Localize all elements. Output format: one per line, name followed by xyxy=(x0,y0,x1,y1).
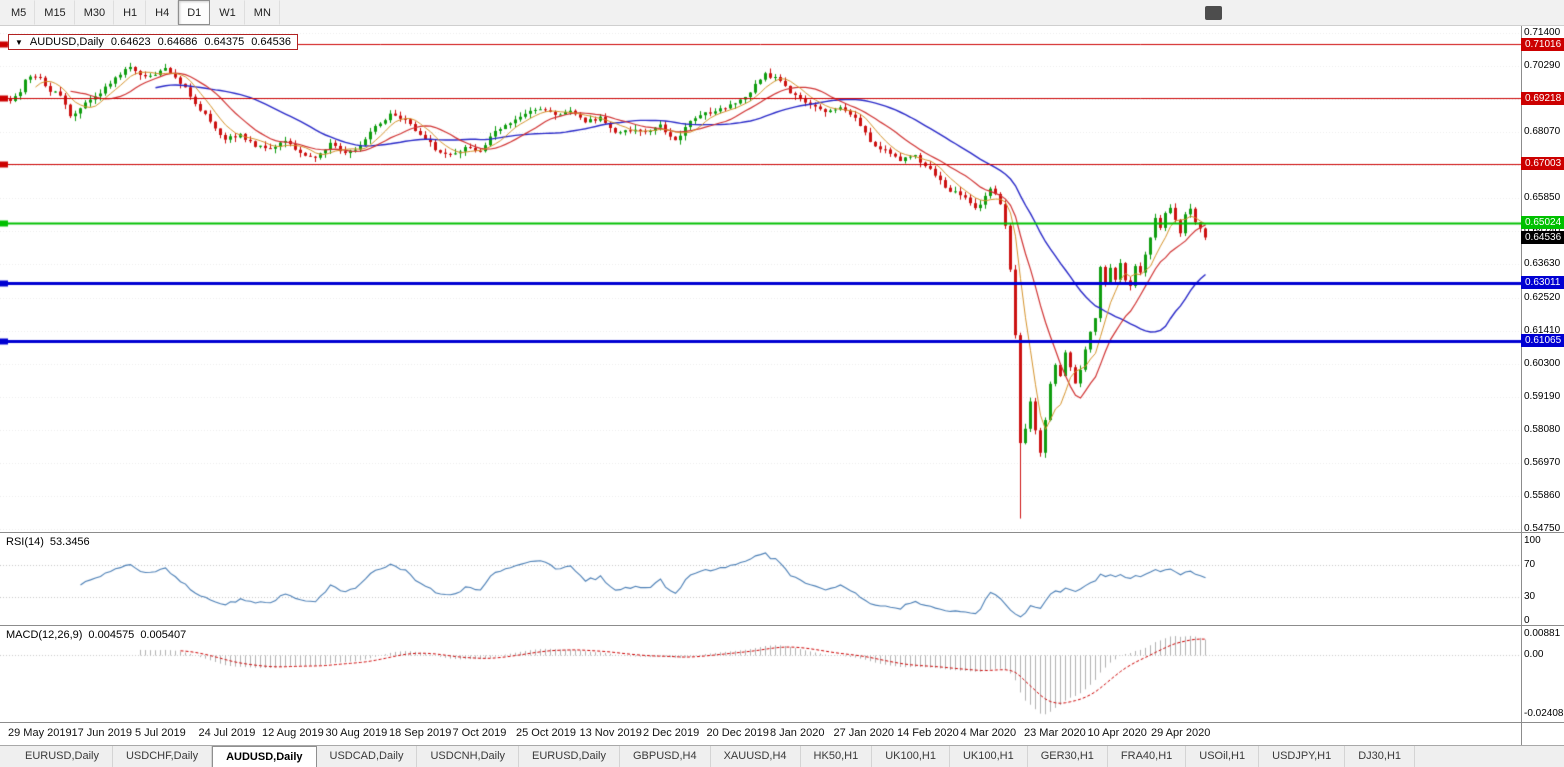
symbol-info-box[interactable]: ▼ AUDUSD,Daily 0.64623 0.64686 0.64375 0… xyxy=(8,34,298,50)
chart-tab-usdchf-daily[interactable]: USDCHF,Daily xyxy=(113,746,213,767)
hline-price-badge[interactable]: 0.65024 xyxy=(1521,216,1564,229)
date-label: 10 Apr 2020 xyxy=(1087,727,1147,739)
chart-tab-dj30-h1[interactable]: DJ30,H1 xyxy=(1345,746,1416,767)
hline-price-badge[interactable]: 0.69218 xyxy=(1521,92,1564,105)
timeframe-button-h1[interactable]: H1 xyxy=(114,0,147,25)
date-label: 23 Mar 2020 xyxy=(1024,727,1086,739)
timeframe-button-m30[interactable]: M30 xyxy=(75,0,115,25)
macd-axis-label: 0.00 xyxy=(1524,649,1544,660)
chart-tab-usdcad-daily[interactable]: USDCAD,Daily xyxy=(317,746,418,767)
macd-signal-value: 0.005407 xyxy=(140,629,187,641)
panel-separator[interactable] xyxy=(0,722,1564,723)
macd-axis-label: 0.00881 xyxy=(1524,628,1561,639)
price-axis-label: 0.54750 xyxy=(1524,523,1561,534)
price-axis-label: 0.59190 xyxy=(1524,391,1561,402)
chart-tab-uk100-h1[interactable]: UK100,H1 xyxy=(872,746,950,767)
date-label: 27 Jan 2020 xyxy=(833,727,895,739)
ohlc-high: 0.64686 xyxy=(157,36,198,48)
hline-price-badge[interactable]: 0.71016 xyxy=(1521,38,1564,51)
ohlc-open: 0.64623 xyxy=(110,36,151,48)
price-axis-label: 0.56970 xyxy=(1524,457,1561,468)
hline-price-badge[interactable]: 0.67003 xyxy=(1521,157,1564,170)
hline-price-badge[interactable]: 0.63011 xyxy=(1521,276,1564,289)
price-axis-label: 0.58080 xyxy=(1524,424,1561,435)
macd-axis-label: -0.02408 xyxy=(1524,708,1564,719)
current-price-badge: 0.64536 xyxy=(1521,231,1564,244)
ohlc-low: 0.64375 xyxy=(204,36,245,48)
timeframe-button-w1[interactable]: W1 xyxy=(210,0,245,25)
macd-indicator-name: MACD(12,26,9) xyxy=(6,629,83,641)
chart-tab-bar: EURUSD,Daily USDCHF,Daily AUDUSD,Daily USDC… xyxy=(0,745,1564,767)
symbol-title: AUDUSD,Daily xyxy=(29,36,104,48)
date-label: 5 Jul 2019 xyxy=(135,727,186,739)
chart-tab-usdcnh-daily[interactable]: USDCNH,Daily xyxy=(417,746,520,767)
price-axis-label: 0.71400 xyxy=(1524,27,1561,38)
rsi-axis-label: 70 xyxy=(1524,559,1536,570)
chart-tab-ger30-h1[interactable]: GER30,H1 xyxy=(1028,746,1108,767)
rsi-axis-label: 30 xyxy=(1524,591,1536,602)
timeframe-button-m15[interactable]: M15 xyxy=(35,0,75,25)
price-axis-label: 0.61410 xyxy=(1524,325,1561,336)
date-label: 24 Jul 2019 xyxy=(198,727,256,739)
price-axis-label: 0.63630 xyxy=(1524,258,1561,269)
price-axis-label: 0.60300 xyxy=(1524,358,1561,369)
rsi-indicator-value: 53.3456 xyxy=(49,536,90,548)
chart-tab-usdjpy-h1[interactable]: USDJPY,H1 xyxy=(1259,746,1346,767)
date-label: 29 Apr 2020 xyxy=(1151,727,1211,739)
price-axis-label: 0.64740 xyxy=(1524,225,1560,237)
date-label: 7 Oct 2019 xyxy=(452,727,507,739)
macd-main-value: 0.004575 xyxy=(88,629,135,641)
chart-tab-xauusd-h4[interactable]: XAUUSD,H4 xyxy=(711,746,801,767)
timeframe-button-m5[interactable]: M5 xyxy=(2,0,36,25)
hline-price-badge[interactable]: 0.61065 xyxy=(1521,334,1564,347)
panel-separator[interactable] xyxy=(0,532,1564,533)
date-label: 13 Nov 2019 xyxy=(579,727,642,739)
rsi-indicator-name: RSI(14) xyxy=(6,536,44,548)
date-label: 8 Jan 2020 xyxy=(770,727,825,739)
chart-tab-eurusd-daily[interactable]: EURUSD,Daily xyxy=(12,746,113,767)
date-label: 25 Oct 2019 xyxy=(516,727,576,739)
ohlc-close: 0.64536 xyxy=(251,36,291,48)
date-label: 30 Aug 2019 xyxy=(325,727,388,739)
chart-tab-gbpusd-h4[interactable]: GBPUSD,H4 xyxy=(620,746,711,767)
price-axis-label: 0.55860 xyxy=(1524,490,1561,501)
rsi-panel-canvas[interactable] xyxy=(0,533,1521,625)
chart-tab-fra40-h1[interactable]: FRA40,H1 xyxy=(1108,746,1187,767)
date-label: 14 Feb 2020 xyxy=(897,727,959,739)
timeframe-button-mn[interactable]: MN xyxy=(245,0,280,25)
date-label: 17 Jun 2019 xyxy=(71,727,133,739)
date-label: 12 Aug 2019 xyxy=(262,727,324,739)
price-axis-label: 0.65850 xyxy=(1524,192,1561,203)
price-chart-canvas[interactable] xyxy=(0,26,1521,532)
price-axis-label: 0.68070 xyxy=(1524,126,1561,137)
hscroll-thumb[interactable] xyxy=(1205,6,1222,20)
chart-tab-usoil-h1[interactable]: USOil,H1 xyxy=(1186,746,1260,767)
price-axis-divider xyxy=(1521,26,1522,745)
timeframe-button-d1[interactable]: D1 xyxy=(178,0,211,25)
date-label: 2 Dec 2019 xyxy=(643,727,700,739)
date-label: 4 Mar 2020 xyxy=(960,727,1017,739)
macd-panel-canvas[interactable] xyxy=(0,626,1521,722)
chart-tab-audusd-daily[interactable]: AUDUSD,Daily xyxy=(212,746,317,767)
date-label: 29 May 2019 xyxy=(8,727,72,739)
price-axis-label: 0.70290 xyxy=(1524,60,1561,71)
price-axis-label: 0.62520 xyxy=(1524,292,1561,303)
chart-tab-uk100-h1[interactable]: UK100,H1 xyxy=(950,746,1028,767)
chart-tab-eurusd-daily[interactable]: EURUSD,Daily xyxy=(519,746,620,767)
timeframe-button-h4[interactable]: H4 xyxy=(146,0,179,25)
timeframe-toolbar: M5 M15 M30 H1 H4 D1 W1 MN xyxy=(0,0,1564,26)
rsi-axis-label: 0 xyxy=(1524,615,1530,626)
date-label: 20 Dec 2019 xyxy=(706,727,769,739)
rsi-axis-label: 100 xyxy=(1524,535,1541,546)
chart-tab-hk50-h1[interactable]: HK50,H1 xyxy=(801,746,873,767)
panel-separator[interactable] xyxy=(0,625,1564,626)
collapse-arrow-icon[interactable]: ▼ xyxy=(15,37,23,47)
date-label: 18 Sep 2019 xyxy=(389,727,452,739)
